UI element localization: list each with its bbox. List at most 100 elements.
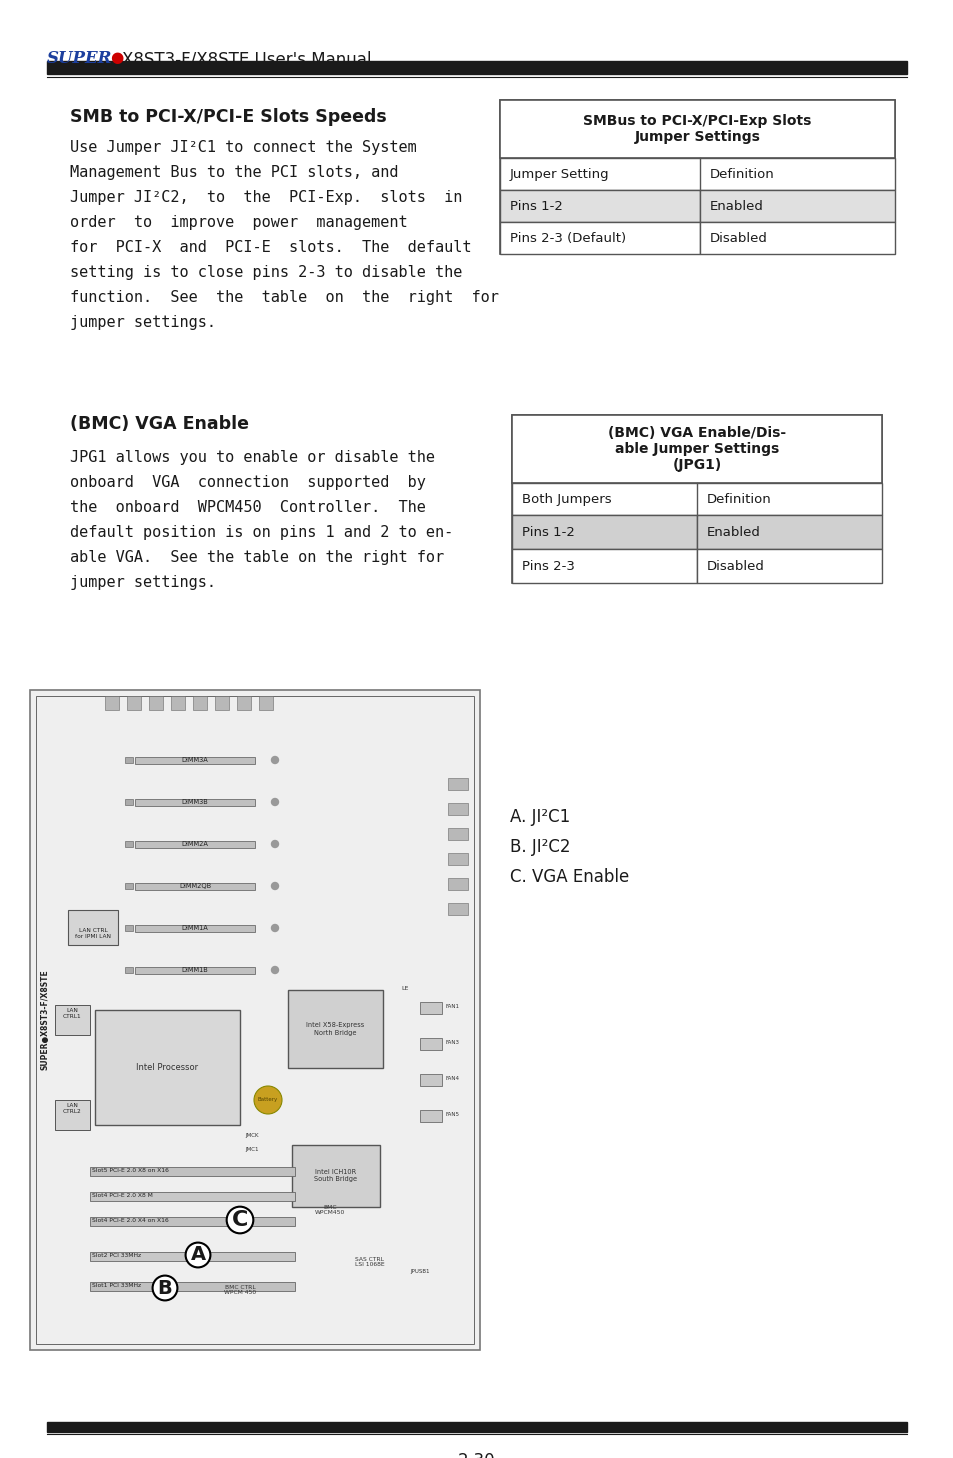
Circle shape [272,967,278,974]
Bar [90,1282,294,1290]
Text: LAN
CTRL2: LAN CTRL2 [63,1104,81,1114]
Text: the  onboard  WPCM450  Controller.  The: the onboard WPCM450 Controller. The [70,500,425,515]
Bar [125,884,132,889]
Bar [499,101,894,254]
Bar [448,828,468,840]
Text: Both Jumpers: Both Jumpers [521,493,611,506]
Bar [292,1145,379,1207]
Bar [95,1010,240,1126]
Bar [125,967,132,972]
Text: Pins 2-3: Pins 2-3 [521,560,575,573]
Text: FAN1: FAN1 [446,1005,459,1009]
Text: DIMM3A: DIMM3A [181,757,208,763]
Text: Intel X58-Express
North Bridge: Intel X58-Express North Bridge [306,1022,364,1035]
Bar [36,695,474,1344]
Text: LAN
CTRL1: LAN CTRL1 [63,1007,81,1019]
Text: X8ST3-F/X8STE User's Manual: X8ST3-F/X8STE User's Manual [122,50,371,69]
Text: Disabled: Disabled [709,232,767,245]
Bar [700,222,894,254]
Text: Use Jumper JI²C1 to connect the System: Use Jumper JI²C1 to connect the System [70,140,416,155]
Text: Management Bus to the PCI slots, and: Management Bus to the PCI slots, and [70,165,398,179]
Bar [90,1217,294,1226]
Bar [512,550,697,583]
Text: Pins 1-2: Pins 1-2 [521,525,575,538]
Bar [55,1099,90,1130]
Bar [135,841,254,849]
Circle shape [272,882,278,889]
Bar [135,757,254,764]
Bar [288,990,382,1069]
Text: Intel ICH10R
South Bridge: Intel ICH10R South Bridge [314,1169,357,1182]
Bar [90,1166,294,1177]
Bar [700,190,894,222]
Bar [127,695,141,710]
Text: Slot4 PCI-E 2.0 X4 on X16: Slot4 PCI-E 2.0 X4 on X16 [91,1217,169,1223]
Text: Slot1 PCI 33MHz: Slot1 PCI 33MHz [91,1283,141,1287]
Bar [448,853,468,865]
Bar [512,416,882,583]
Bar [135,884,254,889]
Text: Disabled: Disabled [706,560,764,573]
Text: 2-30: 2-30 [457,1452,496,1458]
Bar [135,967,254,974]
Bar [512,515,697,550]
Text: B. JI²C2: B. JI²C2 [510,838,570,856]
Text: C: C [232,1210,248,1231]
Text: Definition: Definition [706,493,771,506]
Text: JMCK: JMCK [245,1133,258,1137]
Bar [135,924,254,932]
Bar [419,1110,441,1123]
Bar [90,1193,294,1201]
Text: BMC CTRL
WPCM 450: BMC CTRL WPCM 450 [224,1284,255,1295]
Bar [419,1075,441,1086]
Text: FAN4: FAN4 [446,1076,459,1082]
Circle shape [253,1086,282,1114]
Text: Pins 2-3 (Default): Pins 2-3 (Default) [510,232,625,245]
Circle shape [272,840,278,847]
Bar [499,190,700,222]
Circle shape [272,924,278,932]
Bar [258,695,273,710]
Text: C. VGA Enable: C. VGA Enable [510,868,629,886]
Bar [125,841,132,847]
Bar [90,1252,294,1261]
Bar [68,910,118,945]
Text: function.  See  the  table  on  the  right  for: function. See the table on the right for [70,290,498,305]
Text: Slot4 PCI-E 2.0 X8 M: Slot4 PCI-E 2.0 X8 M [91,1193,152,1198]
Text: (BMC) VGA Enable: (BMC) VGA Enable [70,416,249,433]
Text: order  to  improve  power  management: order to improve power management [70,214,407,230]
Bar [448,803,468,815]
Bar [697,550,882,583]
Text: DIMM1A: DIMM1A [181,924,208,930]
Circle shape [272,799,278,805]
Bar [236,695,251,710]
Text: Definition: Definition [709,168,774,181]
Text: JMC1: JMC1 [245,1147,258,1152]
Bar [214,695,229,710]
Text: FAN3: FAN3 [446,1041,459,1045]
Bar [419,1002,441,1013]
Bar [47,1422,906,1432]
Bar [499,222,700,254]
Text: Slot2 PCI 33MHz: Slot2 PCI 33MHz [91,1252,141,1258]
Text: JPG1 allows you to enable or disable the: JPG1 allows you to enable or disable the [70,451,435,465]
Text: DIMM3B: DIMM3B [181,799,208,805]
Text: Intel Processor: Intel Processor [135,1063,198,1072]
Bar [47,61,906,74]
Text: SMBus to PCI-X/PCI-Exp Slots
Jumper Settings: SMBus to PCI-X/PCI-Exp Slots Jumper Sett… [582,114,811,144]
Bar [512,416,882,483]
Text: (BMC) VGA Enable/Dis-
able Jumper Settings
(JPG1): (BMC) VGA Enable/Dis- able Jumper Settin… [607,426,785,472]
Text: able VGA.  See the table on the right for: able VGA. See the table on the right for [70,550,444,566]
Text: SAS CTRL
LSI 1068E: SAS CTRL LSI 1068E [355,1257,384,1267]
Bar [193,695,207,710]
Circle shape [272,757,278,764]
Bar [135,799,254,806]
Text: onboard  VGA  connection  supported  by: onboard VGA connection supported by [70,475,425,490]
Bar [125,757,132,763]
Bar [30,690,479,1350]
Text: ●: ● [110,50,123,66]
Text: Jumper Setting: Jumper Setting [510,168,609,181]
Bar [448,779,468,790]
Text: default position is on pins 1 and 2 to en-: default position is on pins 1 and 2 to e… [70,525,453,539]
Text: jumper settings.: jumper settings. [70,574,215,590]
